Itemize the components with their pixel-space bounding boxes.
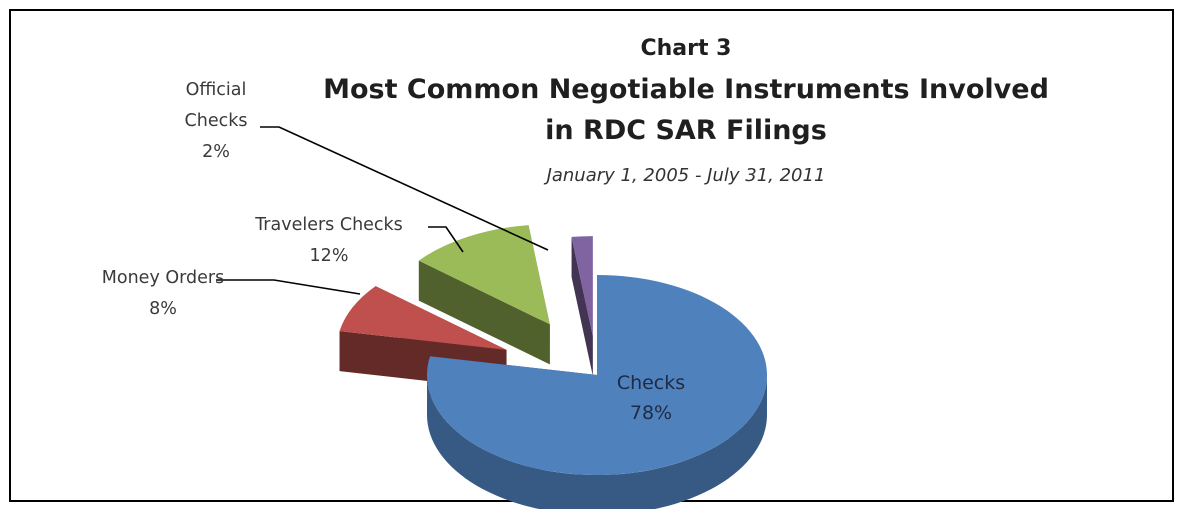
slice-labels: Checks 78% Money Orders 8% Travelers Checks 1… (102, 80, 685, 424)
pie-slices (339, 225, 768, 509)
slice-label-checks-value: 78% (630, 402, 672, 424)
slice-wall (571, 236, 593, 377)
slice-official-checks (571, 236, 593, 377)
slice-top (418, 225, 550, 325)
slice-top (571, 236, 593, 337)
chart-number: Chart 3 (641, 36, 732, 61)
slice-rim (427, 375, 767, 509)
slice-label-money-orders-name: Money Orders (102, 268, 224, 288)
chart-title-line-1: Most Common Negotiable Instruments Invol… (323, 74, 1049, 105)
leader-lines (216, 126, 549, 295)
slice-label-checks-name: Checks (617, 372, 685, 394)
slice-label-travelers-checks-value: 12% (310, 246, 349, 266)
leader-line-travelers-checks (428, 226, 464, 253)
slice-label-official-checks-name: Checks (185, 111, 248, 131)
slice-top (339, 286, 507, 350)
chart-subtitle: January 1, 2005 - July 31, 2011 (544, 165, 826, 186)
leader-line-money-orders (216, 279, 361, 295)
leader-line-official-checks (260, 126, 549, 251)
slice-label-travelers-checks-name: Travelers Checks (254, 215, 403, 235)
chart-title-line-2: in RDC SAR Filings (545, 115, 827, 146)
slice-label-money-orders-value: 8% (149, 299, 177, 319)
slice-wall (418, 260, 550, 365)
slice-top (427, 275, 768, 475)
slice-checks (427, 275, 768, 509)
slice-travelers-checks (418, 225, 550, 365)
slice-label-official-checks-name: Official (186, 80, 247, 100)
slice-label-official-checks-value: 2% (202, 142, 230, 162)
